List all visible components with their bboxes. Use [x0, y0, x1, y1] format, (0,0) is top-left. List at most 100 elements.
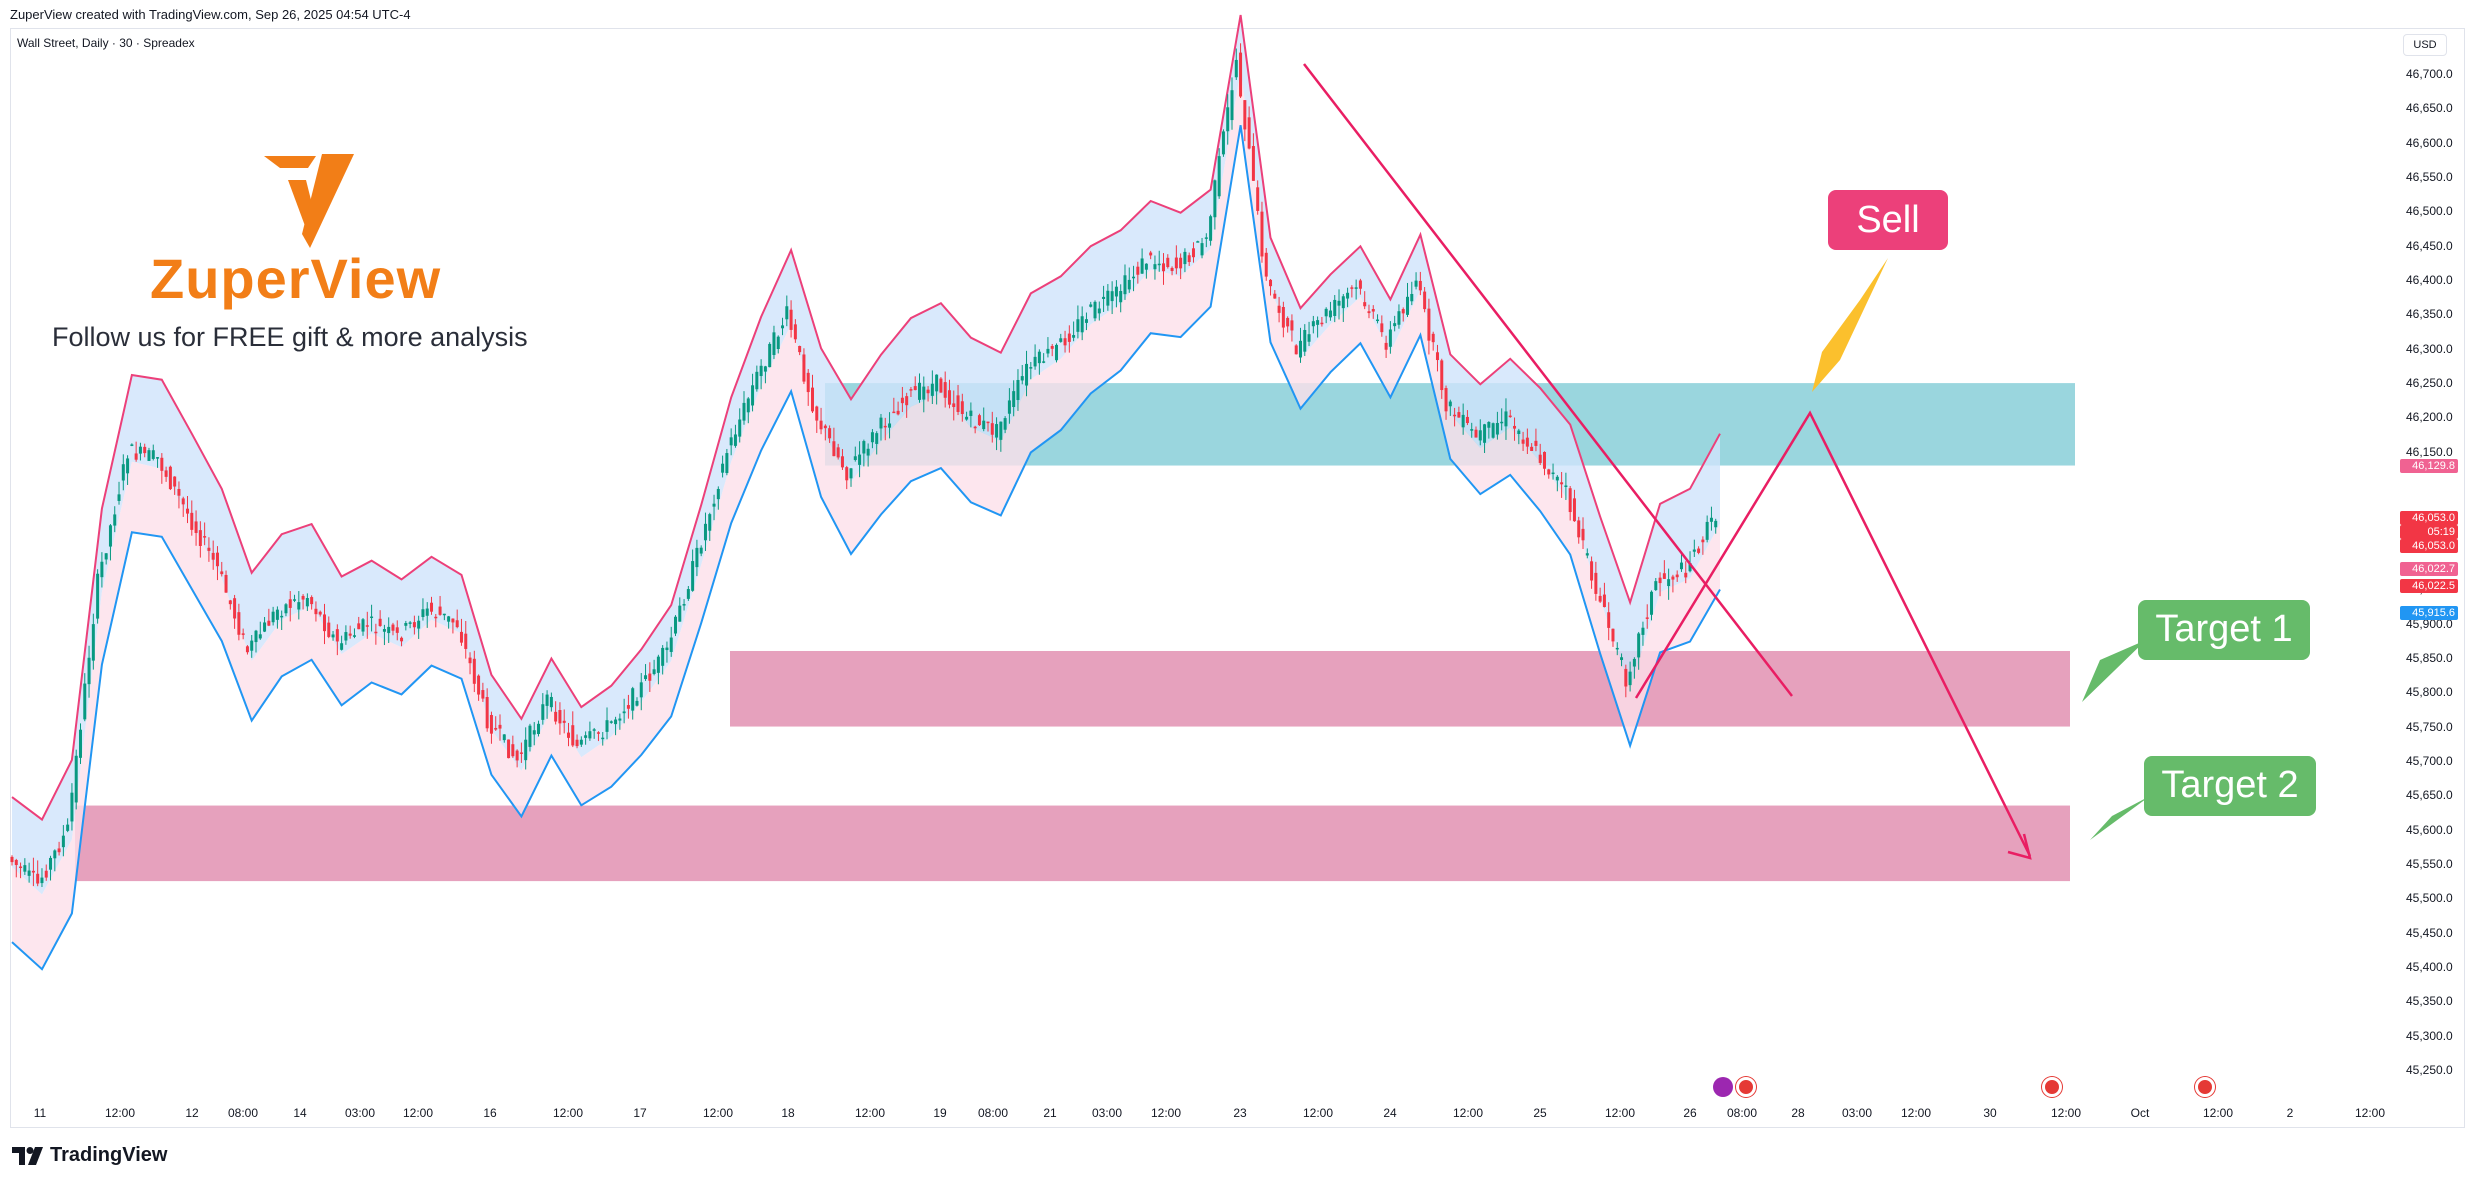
candle-body [875, 433, 879, 444]
candle-body [768, 343, 772, 368]
candle-body [1401, 309, 1405, 314]
candle-body [1226, 107, 1230, 132]
candle-body [699, 547, 703, 554]
candle-body [798, 346, 802, 353]
candle-body [793, 324, 797, 340]
time-tick-label: 12:00 [1150, 1106, 1182, 1120]
candle-body [151, 450, 155, 459]
created-by-text: ZuperView created with TradingView.com, … [10, 7, 411, 22]
candle-body [1495, 422, 1499, 435]
candle-body [1320, 322, 1324, 325]
projection-arrowhead [2007, 833, 2032, 860]
price-tick-label: 46,550.0 [2406, 170, 2453, 185]
candle-body [1564, 485, 1568, 487]
currency-button[interactable]: USD [2403, 34, 2447, 56]
time-tick-label: 12:00 [104, 1106, 136, 1120]
candle-body [14, 859, 18, 866]
candle-body [1684, 572, 1688, 578]
candle-body [1705, 521, 1709, 540]
candle-body [1097, 308, 1101, 314]
time-tick-label: 16 [483, 1106, 497, 1120]
time-tick-label: 2 [2286, 1106, 2294, 1120]
candle-body [1709, 517, 1713, 522]
us-flag-icon[interactable] [1736, 1077, 1756, 1097]
price-tick-label: 46,300.0 [2406, 341, 2453, 356]
candle-body [1508, 415, 1512, 418]
candle-body [532, 730, 536, 735]
price-tick-label: 45,800.0 [2406, 685, 2453, 700]
candle-body [1367, 311, 1371, 314]
candle-body [327, 622, 331, 637]
us-flag-icon[interactable] [2195, 1077, 2215, 1097]
candle-body [1461, 414, 1465, 428]
tradingview-logo-icon [12, 1146, 43, 1165]
candle-body [164, 470, 168, 477]
candle-body [194, 521, 198, 533]
candle-body [1581, 528, 1585, 541]
candle-body [1114, 286, 1118, 297]
time-tick-label: Oct [2130, 1106, 2150, 1120]
candle-body [742, 402, 746, 421]
candle-body [1132, 276, 1136, 279]
candle-body [1050, 345, 1054, 349]
candle-body [297, 602, 301, 610]
candle-body [1012, 391, 1016, 408]
candle-body [755, 371, 759, 390]
candle-body [301, 595, 305, 600]
us-flag-icon[interactable] [2042, 1077, 2062, 1097]
tradingview-logo[interactable]: TradingView [12, 1144, 167, 1167]
candle-body [49, 857, 53, 870]
candle-body [224, 574, 228, 593]
candle-body [1667, 579, 1671, 587]
candle-body [1440, 360, 1444, 391]
price-tick-label: 45,650.0 [2406, 788, 2453, 803]
candle-body [537, 723, 541, 734]
candle-body [751, 385, 755, 406]
target-1-label: Target 1 [2138, 600, 2310, 660]
candle-body [1551, 472, 1555, 475]
price-tick-label: 45,750.0 [2406, 719, 2453, 734]
candle-body [438, 606, 442, 615]
candle-body [1371, 309, 1375, 312]
candle-body [609, 721, 613, 723]
candle-body [1221, 131, 1225, 155]
candle-body [1577, 520, 1581, 538]
candle-body [40, 877, 44, 884]
candle-body [584, 735, 588, 738]
candle-body [1136, 266, 1140, 275]
price-tick-label: 46,350.0 [2406, 307, 2453, 322]
candle-body [828, 428, 832, 439]
candle-body [250, 640, 254, 651]
candle-body [1714, 520, 1718, 528]
candle-body [1209, 216, 1213, 241]
candle-body [926, 389, 930, 394]
candle-body [275, 609, 279, 620]
candle-body [494, 727, 498, 730]
event-flash-icon[interactable] [1713, 1077, 1733, 1097]
candle-body [1692, 549, 1696, 552]
candle-body [382, 629, 386, 632]
candle-body [1418, 280, 1422, 291]
candle-body [361, 619, 365, 632]
candle-body [614, 719, 618, 725]
candle-body [716, 488, 720, 500]
candle-body [1662, 573, 1666, 579]
candle-body [387, 626, 391, 634]
candle-body [1264, 252, 1268, 277]
candle-body [686, 589, 690, 599]
candle-body [1230, 90, 1234, 121]
candle-body [1127, 279, 1131, 290]
candle-body [1174, 257, 1178, 269]
candle-body [575, 739, 579, 747]
candle-body [1594, 572, 1598, 594]
candle-body [400, 637, 404, 642]
candle-body [725, 453, 729, 474]
candle-body [1358, 280, 1362, 289]
price-scale[interactable]: 46,700.0 46,650.0 46,600.0 46,550.0 46,500.0… [2398, 56, 2468, 1096]
candle-body [990, 423, 994, 435]
candle-body [181, 498, 185, 505]
candle-body [1251, 146, 1255, 181]
candle-body [1457, 412, 1461, 418]
candle-body [263, 622, 267, 632]
